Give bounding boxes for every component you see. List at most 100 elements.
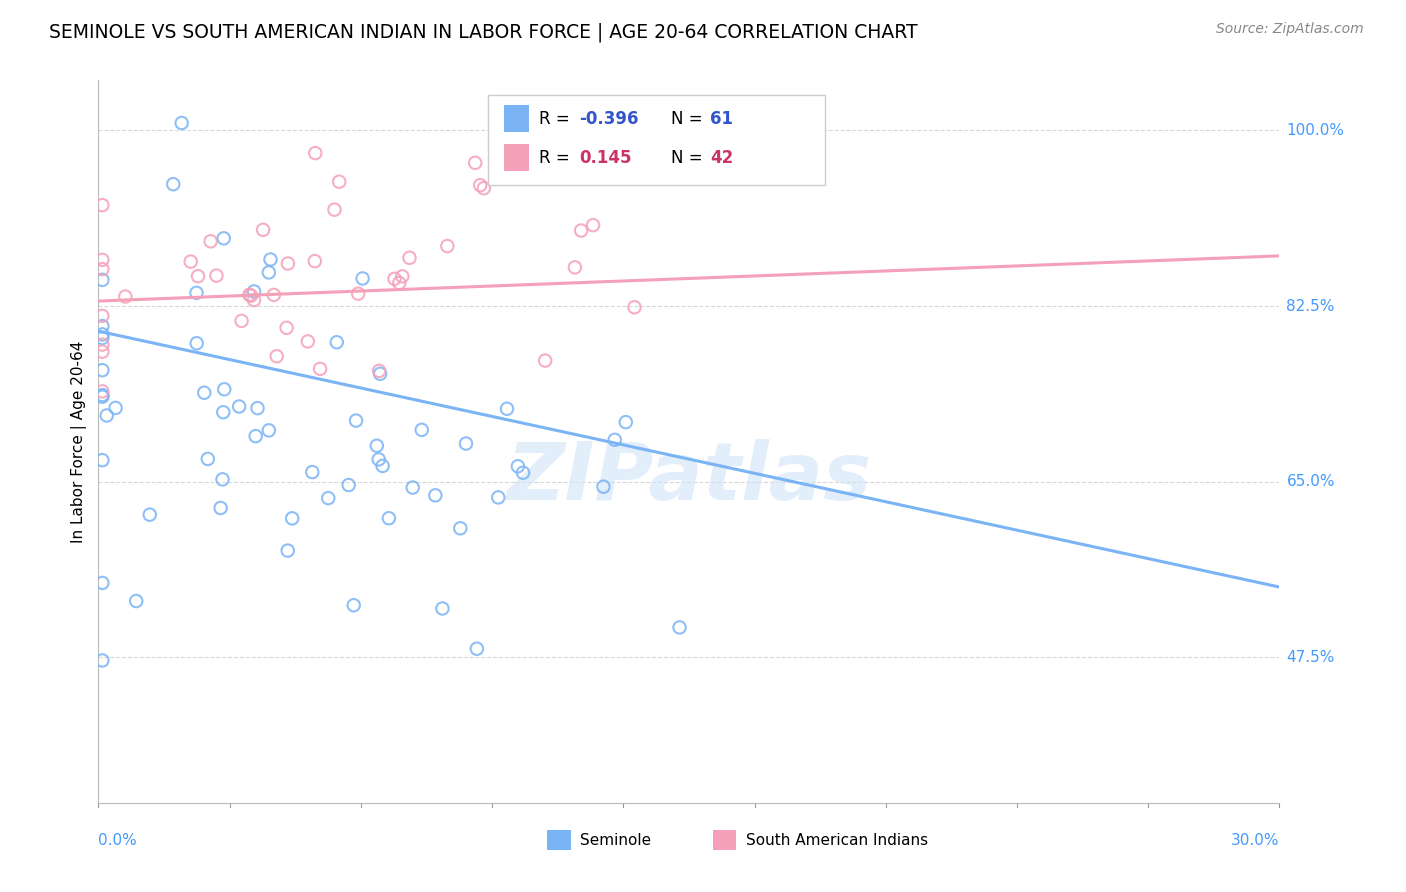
Point bbox=[309, 362, 332, 376]
Point bbox=[402, 481, 425, 495]
Point bbox=[582, 218, 605, 232]
Point bbox=[323, 202, 346, 217]
Point bbox=[257, 265, 280, 279]
FancyBboxPatch shape bbox=[547, 830, 571, 850]
Point bbox=[281, 511, 304, 525]
Point bbox=[259, 252, 281, 267]
Point bbox=[368, 364, 391, 378]
Point bbox=[368, 367, 391, 381]
Text: 61: 61 bbox=[710, 110, 733, 128]
Point bbox=[238, 287, 260, 301]
Point bbox=[614, 415, 637, 429]
Point bbox=[277, 256, 299, 270]
Point bbox=[91, 390, 114, 404]
Point bbox=[506, 459, 529, 474]
Point bbox=[91, 576, 114, 591]
Point bbox=[257, 423, 280, 437]
Text: 0.0%: 0.0% bbox=[98, 833, 138, 848]
Text: N =: N = bbox=[671, 110, 709, 128]
Point bbox=[432, 601, 454, 615]
Point bbox=[297, 334, 319, 349]
FancyBboxPatch shape bbox=[503, 144, 530, 171]
Point bbox=[180, 254, 202, 268]
Point bbox=[91, 344, 114, 359]
Text: 42: 42 bbox=[710, 149, 734, 167]
Point bbox=[91, 198, 114, 212]
Text: South American Indians: South American Indians bbox=[745, 833, 928, 848]
Point bbox=[193, 385, 215, 400]
Point bbox=[337, 478, 360, 492]
Point bbox=[378, 511, 401, 525]
Point bbox=[240, 288, 263, 302]
Point bbox=[534, 353, 557, 368]
Point bbox=[214, 382, 236, 396]
Point bbox=[245, 429, 267, 443]
Point bbox=[91, 327, 114, 342]
Text: Seminole: Seminole bbox=[581, 833, 651, 848]
Point bbox=[91, 319, 114, 334]
Point bbox=[343, 598, 366, 612]
Point bbox=[384, 272, 406, 286]
Point bbox=[486, 491, 509, 505]
Point bbox=[603, 433, 626, 447]
Point bbox=[211, 472, 233, 486]
FancyBboxPatch shape bbox=[713, 830, 737, 850]
Text: 82.5%: 82.5% bbox=[1286, 299, 1334, 314]
FancyBboxPatch shape bbox=[503, 105, 530, 132]
Y-axis label: In Labor Force | Age 20-64: In Labor Force | Age 20-64 bbox=[72, 341, 87, 542]
Point bbox=[367, 452, 389, 467]
Point bbox=[266, 349, 288, 363]
Point bbox=[472, 181, 495, 195]
Point bbox=[91, 252, 114, 267]
Point bbox=[304, 254, 326, 268]
Point bbox=[371, 458, 394, 473]
Point bbox=[668, 620, 690, 634]
Point bbox=[186, 336, 208, 351]
Point bbox=[212, 231, 235, 245]
Point bbox=[454, 436, 477, 450]
Point bbox=[623, 300, 645, 314]
Point bbox=[276, 320, 298, 334]
Point bbox=[326, 335, 349, 350]
Point bbox=[243, 285, 266, 299]
Point bbox=[328, 175, 350, 189]
Point bbox=[366, 439, 388, 453]
Point bbox=[200, 235, 222, 249]
Point bbox=[388, 276, 411, 290]
FancyBboxPatch shape bbox=[488, 95, 825, 185]
Point bbox=[304, 146, 326, 161]
Point bbox=[411, 423, 433, 437]
Point bbox=[344, 413, 367, 427]
Text: Source: ZipAtlas.com: Source: ZipAtlas.com bbox=[1216, 22, 1364, 37]
Point bbox=[209, 500, 232, 515]
Point bbox=[347, 286, 370, 301]
Point bbox=[162, 177, 184, 191]
Point bbox=[91, 363, 114, 377]
Text: N =: N = bbox=[671, 149, 709, 167]
Text: 100.0%: 100.0% bbox=[1286, 123, 1344, 138]
Text: SEMINOLE VS SOUTH AMERICAN INDIAN IN LABOR FORCE | AGE 20-64 CORRELATION CHART: SEMINOLE VS SOUTH AMERICAN INDIAN IN LAB… bbox=[49, 22, 918, 42]
Point bbox=[197, 452, 219, 467]
Point bbox=[398, 251, 420, 265]
Point bbox=[96, 409, 118, 423]
Point bbox=[243, 293, 266, 307]
Point bbox=[231, 314, 253, 328]
Text: 65.0%: 65.0% bbox=[1286, 475, 1334, 489]
Text: R =: R = bbox=[538, 149, 575, 167]
Point bbox=[91, 331, 114, 345]
Point bbox=[91, 262, 114, 277]
Point bbox=[170, 116, 193, 130]
Point bbox=[464, 156, 486, 170]
Text: 0.145: 0.145 bbox=[579, 149, 631, 167]
Point bbox=[436, 239, 458, 253]
Point bbox=[205, 268, 228, 283]
Text: ZIPatlas: ZIPatlas bbox=[506, 439, 872, 516]
Point bbox=[252, 223, 274, 237]
Point bbox=[301, 465, 323, 479]
Point bbox=[114, 289, 136, 303]
Point bbox=[512, 466, 534, 480]
Point bbox=[496, 401, 519, 416]
Point bbox=[425, 488, 447, 502]
Text: 47.5%: 47.5% bbox=[1286, 649, 1334, 665]
Point bbox=[352, 271, 374, 285]
